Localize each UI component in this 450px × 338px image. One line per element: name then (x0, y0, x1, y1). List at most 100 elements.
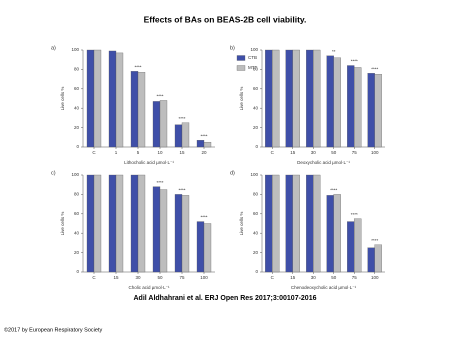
y-tick-label: 20 (253, 125, 259, 130)
bar (203, 141, 212, 148)
y-axis-label: Live cells % (60, 87, 65, 111)
y-tick-label: 100 (71, 172, 79, 177)
panel-label: b) (230, 45, 235, 51)
y-tick-label: 100 (71, 47, 79, 52)
bar (86, 49, 95, 148)
x-tick-label: 50 (331, 150, 337, 155)
x-tick-label: 15 (113, 275, 119, 280)
bar (115, 52, 124, 148)
bar (272, 49, 280, 148)
bar (93, 49, 102, 148)
x-tick-label: 100 (371, 275, 379, 280)
x-tick-label: 100 (371, 150, 379, 155)
bar (137, 72, 146, 148)
y-tick-label: 60 (74, 86, 80, 91)
y-tick-label: 80 (74, 67, 80, 72)
significance-label: **** (371, 238, 378, 243)
x-tick-label: 5 (137, 150, 140, 155)
significance-label: **** (134, 65, 141, 70)
y-tick-label: 0 (255, 269, 258, 274)
y-tick-label: 60 (74, 211, 80, 216)
x-axis-label: Lithocholic acid µmol·L⁻¹ (124, 160, 174, 165)
x-tick-label: 20 (201, 150, 207, 155)
significance-label: **** (330, 188, 337, 193)
bar (285, 49, 293, 148)
y-tick-label: 0 (76, 269, 79, 274)
legend-label: MTT (248, 65, 257, 70)
y-tick-label: 40 (253, 230, 259, 235)
figure-title: Effects of BAs on BEAS-2B cell viability… (144, 14, 307, 24)
panel-label: a) (51, 45, 56, 51)
x-axis-label: Deoxycholic acid µmol·L⁻¹ (297, 160, 350, 165)
y-tick-label: 40 (253, 105, 259, 110)
bar (326, 195, 334, 273)
bar (203, 223, 212, 273)
x-tick-label: C (92, 150, 96, 155)
bar (86, 174, 95, 273)
bar (152, 186, 161, 273)
y-tick-label: 40 (74, 230, 80, 235)
y-tick-label: 60 (253, 86, 259, 91)
x-tick-label: 15 (290, 275, 296, 280)
bar (347, 221, 355, 273)
x-tick-label: 1 (115, 150, 118, 155)
legend-swatch (236, 65, 246, 71)
citation: Adil Aldhahrani et al. ERJ Open Res 2017… (134, 295, 317, 302)
y-tick-label: 20 (74, 125, 80, 130)
x-tick-label: C (271, 275, 275, 280)
significance-label: **** (178, 188, 185, 193)
bar (354, 67, 362, 148)
significance-label: **** (351, 212, 358, 217)
y-tick-label: 0 (76, 144, 79, 149)
bar (292, 174, 300, 273)
legend-swatch (236, 55, 246, 61)
y-tick-label: 20 (253, 250, 259, 255)
bar (181, 195, 190, 273)
bar (354, 218, 362, 273)
significance-label: **** (200, 215, 207, 220)
bar (306, 174, 314, 273)
significance-label: ** (332, 49, 336, 54)
bar (292, 49, 300, 148)
significance-label: **** (371, 66, 378, 71)
significance-label: **** (200, 133, 207, 138)
x-axis-label: Cholic acid µmol·L⁻¹ (129, 285, 170, 290)
bar (152, 101, 161, 148)
y-tick-label: 80 (253, 67, 259, 72)
bar (306, 49, 314, 148)
y-axis-label: Live cells % (60, 212, 65, 236)
bar (130, 71, 139, 148)
bar (159, 189, 168, 273)
bar (313, 49, 321, 148)
x-tick-label: 50 (157, 275, 163, 280)
bar (108, 174, 117, 273)
x-tick-label: 15 (179, 150, 185, 155)
x-tick-label: 75 (352, 275, 358, 280)
bar (347, 65, 355, 148)
bar (159, 100, 168, 148)
x-tick-label: 30 (311, 275, 317, 280)
significance-label: **** (178, 116, 185, 121)
x-tick-label: 75 (352, 150, 358, 155)
y-tick-label: 40 (74, 105, 80, 110)
x-tick-label: 75 (179, 275, 185, 280)
significance-label: **** (351, 59, 358, 64)
bar (196, 221, 205, 273)
y-tick-label: 100 (250, 172, 258, 177)
bar (93, 174, 102, 273)
x-tick-label: C (271, 150, 275, 155)
bar (367, 247, 375, 273)
bar (174, 194, 183, 273)
y-tick-label: 100 (250, 47, 258, 52)
bar (174, 124, 183, 148)
bar (367, 73, 375, 148)
significance-label: **** (156, 94, 163, 99)
x-tick-label: 100 (200, 275, 208, 280)
bar (196, 140, 205, 148)
x-tick-label: 30 (135, 275, 141, 280)
x-tick-label: 50 (331, 275, 337, 280)
panel-label: c) (51, 170, 56, 176)
bar (130, 174, 139, 273)
bar (137, 174, 146, 273)
